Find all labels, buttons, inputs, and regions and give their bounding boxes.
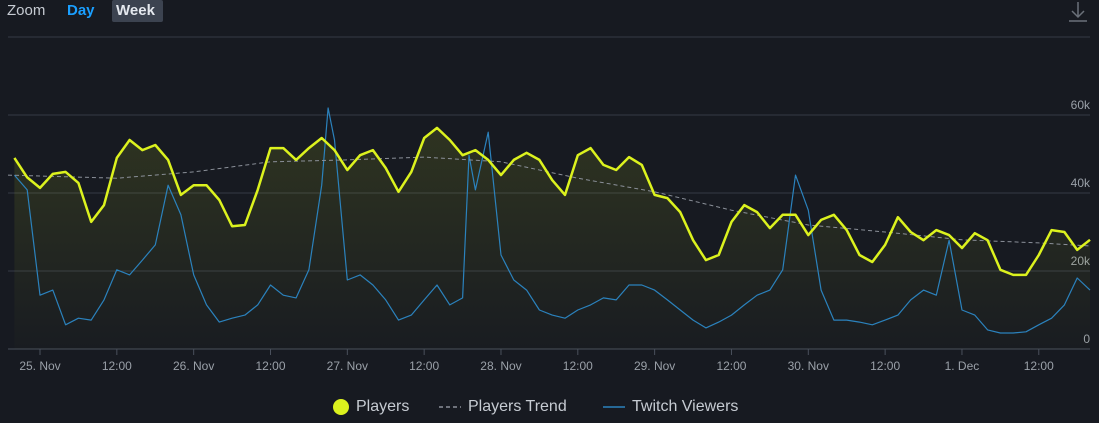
download-icon[interactable] — [1069, 2, 1087, 22]
series-line — [13, 126, 1091, 277]
x-tick-label: 12:00 — [409, 359, 439, 373]
x-tick-label: 12:00 — [1024, 359, 1054, 373]
x-tick-label: 12:00 — [716, 359, 746, 373]
x-tick-label: 30. Nov — [788, 359, 829, 373]
x-tick-label: 1. Dec — [945, 359, 980, 373]
legend-marker — [333, 399, 349, 415]
x-tick-label: 26. Nov — [173, 359, 214, 373]
series-line — [7, 156, 1091, 247]
x-tick-label: 12:00 — [870, 359, 900, 373]
zoom-week[interactable]: Week — [116, 2, 156, 19]
legend-label: Players — [356, 398, 409, 415]
x-tick-label: 29. Nov — [634, 359, 675, 373]
legend-label: Twitch Viewers — [632, 398, 738, 415]
y-tick-label: 40k — [1071, 176, 1091, 190]
x-tick-label: 12:00 — [102, 359, 132, 373]
zoom-label: Zoom — [7, 2, 45, 19]
x-tick-label: 12:00 — [563, 359, 593, 373]
series-line — [13, 107, 1091, 334]
players-area — [14, 127, 1090, 350]
x-tick-label: 28. Nov — [480, 359, 521, 373]
legend-label: Players Trend — [468, 398, 567, 415]
x-tick-label: 12:00 — [255, 359, 285, 373]
x-tick-label: 25. Nov — [19, 359, 60, 373]
zoom-day[interactable]: Day — [67, 2, 95, 19]
y-tick-label: 60k — [1071, 98, 1091, 112]
zoom-week-button[interactable] — [112, 0, 163, 22]
x-tick-label: 27. Nov — [327, 359, 368, 373]
